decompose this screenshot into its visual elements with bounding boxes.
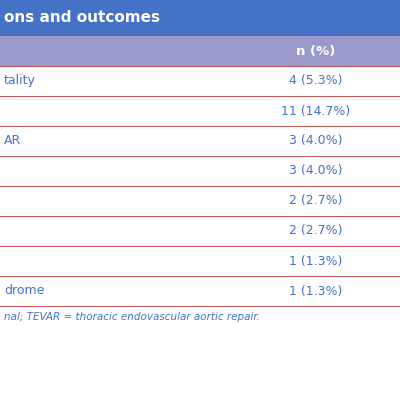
FancyBboxPatch shape xyxy=(0,66,400,96)
Text: 2 (2.7%): 2 (2.7%) xyxy=(289,224,343,238)
FancyBboxPatch shape xyxy=(0,186,400,216)
Text: 4 (5.3%): 4 (5.3%) xyxy=(289,74,343,88)
Text: nal; TEVAR = thoracic endovascular aortic repair.: nal; TEVAR = thoracic endovascular aorti… xyxy=(4,312,260,322)
Text: tality: tality xyxy=(4,74,36,88)
Text: 3 (4.0%): 3 (4.0%) xyxy=(289,134,343,148)
Text: 2 (2.7%): 2 (2.7%) xyxy=(289,194,343,208)
Text: 11 (14.7%): 11 (14.7%) xyxy=(281,104,351,118)
Text: AR: AR xyxy=(4,134,21,148)
Text: 3 (4.0%): 3 (4.0%) xyxy=(289,164,343,178)
Text: 1 (1.3%): 1 (1.3%) xyxy=(289,254,343,268)
Text: ons and outcomes: ons and outcomes xyxy=(4,10,160,26)
FancyBboxPatch shape xyxy=(0,156,400,186)
FancyBboxPatch shape xyxy=(0,276,400,306)
FancyBboxPatch shape xyxy=(0,0,400,36)
Text: 1 (1.3%): 1 (1.3%) xyxy=(289,284,343,298)
FancyBboxPatch shape xyxy=(0,96,400,126)
FancyBboxPatch shape xyxy=(0,36,400,66)
Text: drome: drome xyxy=(4,284,44,298)
FancyBboxPatch shape xyxy=(0,216,400,246)
FancyBboxPatch shape xyxy=(0,246,400,276)
FancyBboxPatch shape xyxy=(0,126,400,156)
Text: n (%): n (%) xyxy=(296,44,336,58)
